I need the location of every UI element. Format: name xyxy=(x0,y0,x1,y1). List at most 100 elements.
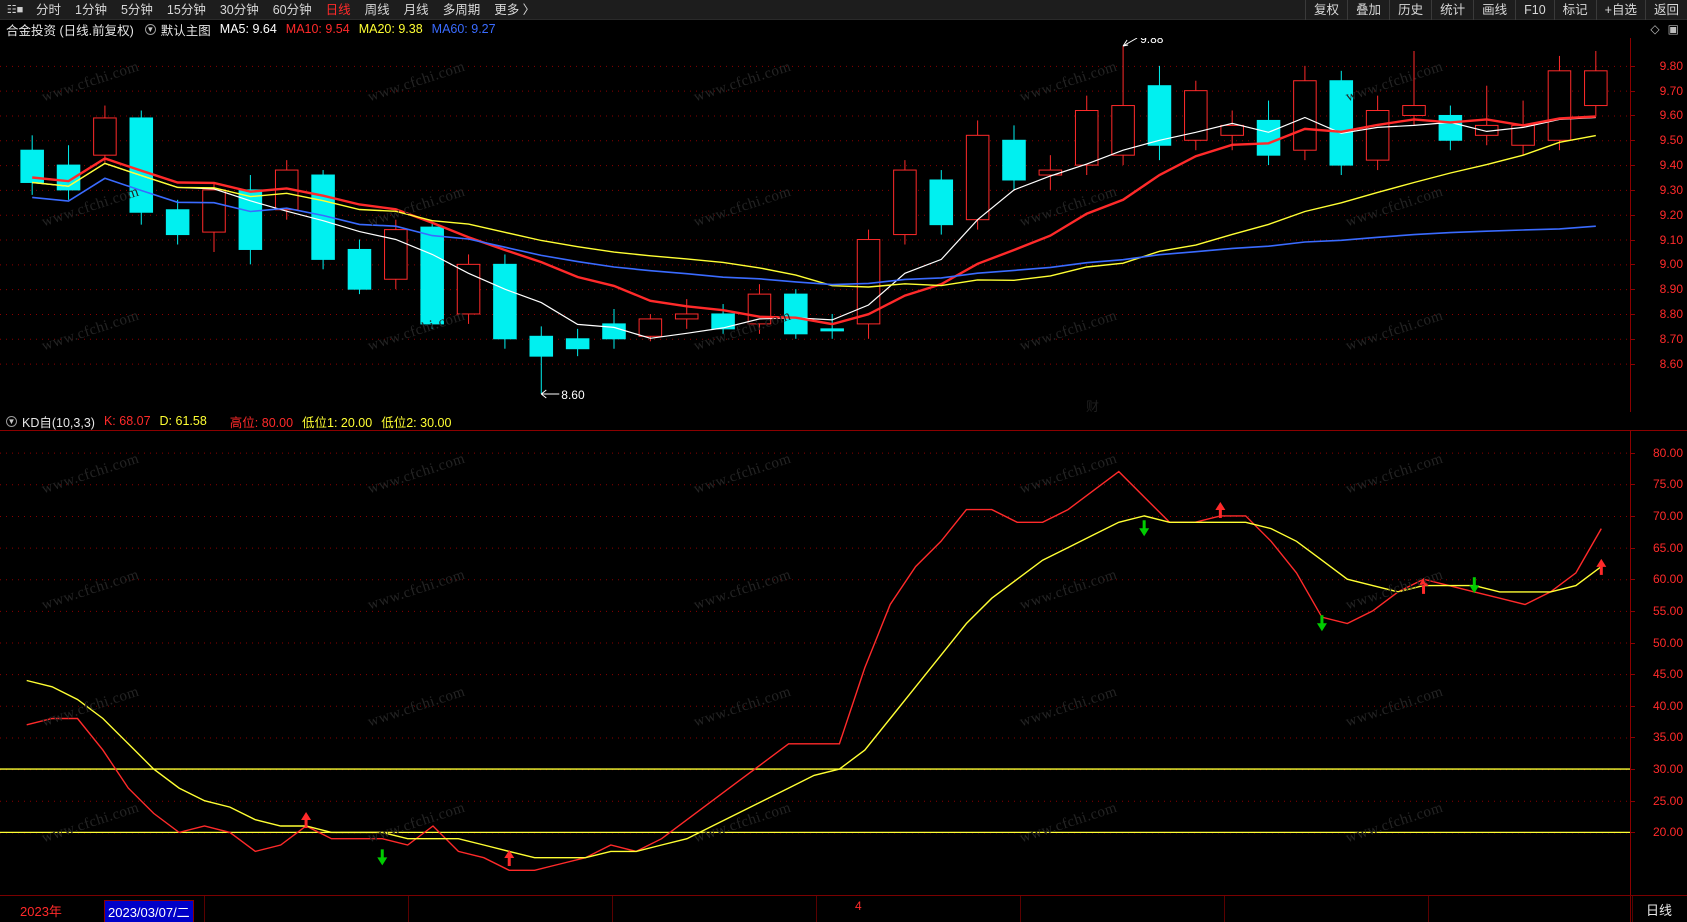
price-axis-tick xyxy=(1630,140,1635,142)
kd-d-value: D: 61.58 xyxy=(159,414,207,428)
candlestick xyxy=(1547,55,1572,151)
kd-chart-pane[interactable]: www.cfchi.com www.cfchi.com www.cfchi.com w… xyxy=(0,430,1687,895)
stock-info-bar: 合金投资 (日线.前复权) ▼ 默认主图 MA5: 9.64 MA10: 9.5… xyxy=(0,20,1687,38)
candlestick xyxy=(1184,80,1208,151)
price-axis-tick xyxy=(1630,214,1635,216)
kd-axis-tick xyxy=(1630,515,1635,517)
candlestick xyxy=(1329,70,1354,176)
kd-axis-label: 40.00 xyxy=(1652,698,1683,713)
date-tick xyxy=(408,896,409,922)
candlestick xyxy=(602,309,626,349)
kd-axis-tick xyxy=(1630,769,1635,771)
low-price-annotation: 8.60 xyxy=(540,363,585,402)
period-daily[interactable]: 日线 xyxy=(325,2,351,17)
action-back[interactable]: 返回 xyxy=(1644,0,1687,20)
period-weekly[interactable]: 周线 xyxy=(364,2,390,17)
period-30min[interactable]: 30分钟 xyxy=(219,2,259,17)
kd-title[interactable]: KD自(10,3,3) xyxy=(22,415,95,430)
top-toolbar: ☷■ 分时 1分钟 5分钟 15分钟 30分钟 60分钟 日线 周线 月线 多周… xyxy=(0,0,1687,20)
period-1min[interactable]: 1分钟 xyxy=(75,2,107,17)
kd-axis-label: 20.00 xyxy=(1652,825,1683,840)
action-f10[interactable]: F10 xyxy=(1515,0,1554,20)
period-monthly[interactable]: 月线 xyxy=(403,2,429,17)
price-axis-label: 9.10 xyxy=(1659,232,1683,247)
price-axis-tick xyxy=(1630,313,1635,315)
period-fenshi[interactable]: 分时 xyxy=(36,2,62,17)
diamond-icon[interactable]: ◇ xyxy=(1650,22,1660,36)
action-biaoji[interactable]: 标记 xyxy=(1553,0,1596,20)
ma20-value: MA20: 9.38 xyxy=(358,22,423,36)
action-tongji[interactable]: 统计 xyxy=(1431,0,1473,20)
candlestick xyxy=(1584,50,1608,116)
date-tick xyxy=(1632,896,1633,922)
kd-axis-label: 65.00 xyxy=(1652,540,1683,555)
candlestick xyxy=(529,326,554,364)
sell-arrow-down-icon xyxy=(1469,577,1480,594)
ma10-value: MA10: 9.54 xyxy=(285,22,350,36)
chevron-down-circle-icon[interactable]: ▼ xyxy=(144,23,156,35)
action-huaxian[interactable]: 画线 xyxy=(1473,0,1515,20)
window-list-icon[interactable]: ☷■ xyxy=(6,4,24,16)
kd-axis-label: 70.00 xyxy=(1652,508,1683,523)
period-60min[interactable]: 60分钟 xyxy=(272,2,312,17)
action-add-watchlist[interactable]: +自选 xyxy=(1595,0,1645,20)
ma5-value: MA5: 9.64 xyxy=(219,22,277,36)
ma60-value: MA60: 9.27 xyxy=(431,22,496,36)
period-multi[interactable]: 多周期 xyxy=(442,2,481,17)
candlestick xyxy=(1293,65,1317,161)
chevron-down-circle-icon[interactable]: ▼ xyxy=(6,415,17,427)
period-5min[interactable]: 5分钟 xyxy=(120,2,153,17)
price-axis-tick xyxy=(1630,338,1635,340)
price-axis-label: 9.40 xyxy=(1659,158,1683,173)
period-15min[interactable]: 15分钟 xyxy=(166,2,206,17)
period-more[interactable]: 更多 〉 xyxy=(494,2,536,17)
date-axis-bar[interactable]: 2023年 2023/03/07/二 4 日线 xyxy=(0,895,1687,922)
main-chart-label[interactable]: 默认主图 xyxy=(160,23,211,38)
buy-arrow-up-icon xyxy=(301,812,312,829)
buy-arrow-up-icon xyxy=(1418,577,1429,594)
candlestick xyxy=(202,182,226,252)
kd-axis-label: 75.00 xyxy=(1652,477,1683,492)
kd-axis-label: 25.00 xyxy=(1652,793,1683,808)
price-axis-label: 9.00 xyxy=(1659,257,1683,272)
price-axis-label: 8.80 xyxy=(1659,306,1683,321)
candlestick xyxy=(20,135,44,195)
kd-axis-tick xyxy=(1630,547,1635,549)
ma60-line xyxy=(32,177,1596,286)
candlestick xyxy=(1402,50,1426,126)
candlestick xyxy=(1002,125,1026,190)
price-axis-label: 8.60 xyxy=(1659,356,1683,371)
kd-axis-label: 80.00 xyxy=(1652,445,1683,460)
stock-name-label: 合金投资 (日线.前复权) xyxy=(6,23,134,38)
buy-arrow-up-icon xyxy=(1596,558,1607,575)
price-axis-label: 8.90 xyxy=(1659,282,1683,297)
price-axis-tick xyxy=(1630,165,1635,167)
kd-axis-tick xyxy=(1630,579,1635,581)
price-axis-tick xyxy=(1630,189,1635,191)
kd-axis-label: 55.00 xyxy=(1652,603,1683,618)
action-lishi[interactable]: 历史 xyxy=(1389,0,1431,20)
candlestick xyxy=(565,328,590,357)
action-diejia[interactable]: 叠加 xyxy=(1347,0,1389,20)
kd-low-level-1: 低位1: 20.00 xyxy=(302,415,373,430)
price-axis-label: 8.70 xyxy=(1659,331,1683,346)
toolbar-action-group: 复权 叠加 历史 统计 画线 F10 标记 +自选 返回 xyxy=(1305,0,1687,20)
high-price-label: 9.88 xyxy=(1140,38,1164,46)
kd-axis-tick xyxy=(1630,800,1635,802)
candlestick xyxy=(456,254,481,324)
price-axis-tick xyxy=(1630,363,1635,365)
price-axis-label: 9.60 xyxy=(1659,108,1683,123)
kd-axis-tick xyxy=(1630,484,1635,486)
candlestick xyxy=(420,222,444,329)
candlestick xyxy=(893,160,917,245)
price-axis-tick xyxy=(1630,90,1635,92)
action-fuquan[interactable]: 复权 xyxy=(1305,0,1347,20)
price-axis-label: 9.70 xyxy=(1659,83,1683,98)
price-chart-pane[interactable]: www.cfchi.com www.cfchi.com www.cfchi.com w… xyxy=(0,38,1687,414)
kd-axis-label: 45.00 xyxy=(1652,667,1683,682)
split-pane-icon[interactable]: ▣ xyxy=(1667,22,1679,36)
kd-indicator-header: ▼ KD自(10,3,3) K: 68.07 D: 61.58 高位: 80.0… xyxy=(0,412,1687,430)
date-tick xyxy=(612,896,613,922)
candlestick xyxy=(493,254,517,349)
price-axis-label: 9.20 xyxy=(1659,207,1683,222)
